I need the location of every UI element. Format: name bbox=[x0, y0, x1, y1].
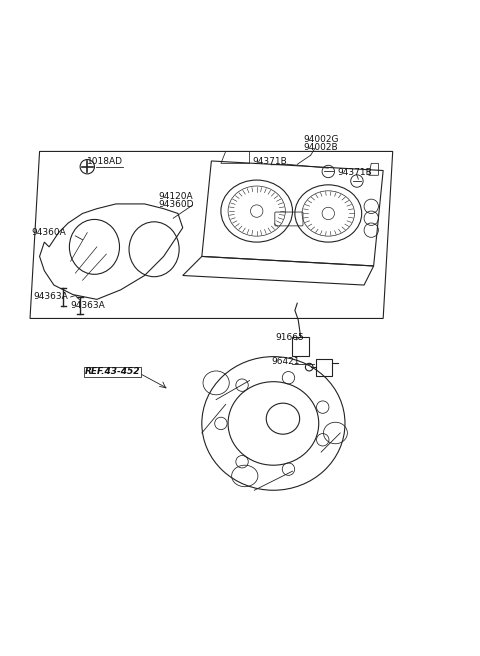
Text: 94363A: 94363A bbox=[71, 300, 105, 310]
Text: 94363A: 94363A bbox=[34, 293, 69, 302]
Text: 94360A: 94360A bbox=[31, 228, 66, 237]
Bar bbox=[316, 359, 332, 376]
Text: 94371B: 94371B bbox=[252, 157, 287, 167]
Text: REF.43-452: REF.43-452 bbox=[85, 367, 141, 377]
Text: 91665: 91665 bbox=[276, 333, 304, 342]
Bar bbox=[292, 337, 309, 356]
Text: 94002G: 94002G bbox=[303, 135, 338, 144]
Text: 1018AD: 1018AD bbox=[87, 157, 123, 167]
Text: 96421: 96421 bbox=[271, 357, 300, 366]
Text: 94002B: 94002B bbox=[303, 143, 337, 152]
Text: 94360D: 94360D bbox=[158, 200, 193, 209]
Text: 94371B: 94371B bbox=[338, 169, 372, 177]
Text: 94120A: 94120A bbox=[158, 192, 192, 201]
